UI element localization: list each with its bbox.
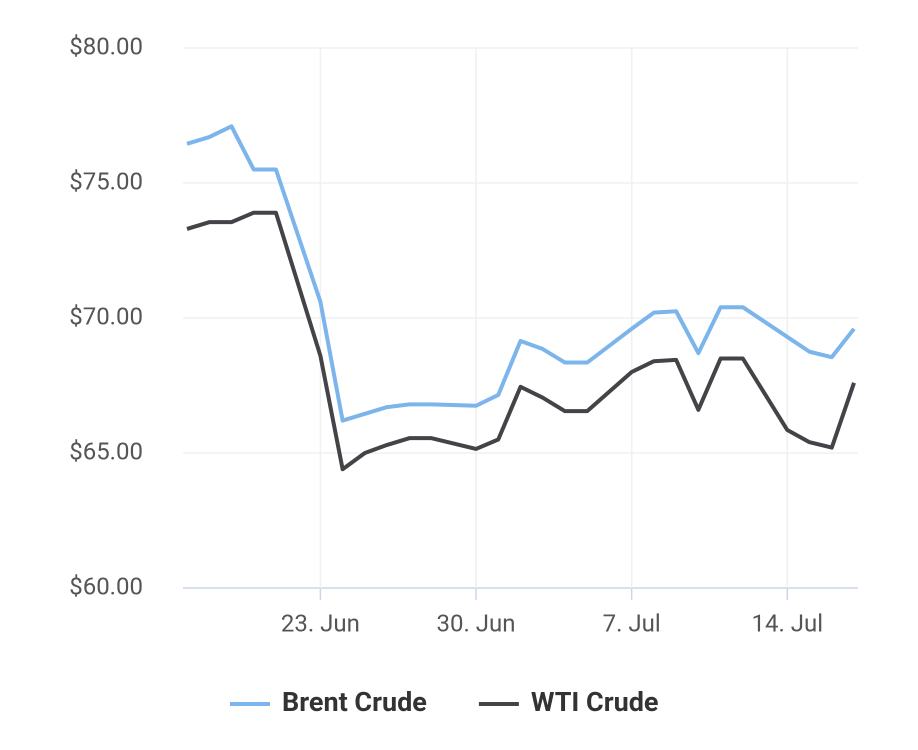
x-tick-label: 14. Jul xyxy=(752,609,824,637)
x-tick-label: 30. Jun xyxy=(437,609,516,637)
legend-label[interactable]: Brent Crude xyxy=(282,686,427,718)
x-tick-label: 7. Jul xyxy=(603,609,661,637)
series-line xyxy=(186,124,856,423)
legend-label[interactable]: WTI Crude xyxy=(531,686,659,718)
x-tick-label: 23. Jun xyxy=(281,609,360,637)
y-tick-label: $80.00 xyxy=(69,32,143,60)
y-tick-label: $75.00 xyxy=(69,167,143,195)
y-tick-label: $70.00 xyxy=(69,302,143,330)
series-line xyxy=(186,210,856,472)
y-tick-label: $65.00 xyxy=(69,437,143,465)
y-tick-label: $60.00 xyxy=(69,572,143,600)
